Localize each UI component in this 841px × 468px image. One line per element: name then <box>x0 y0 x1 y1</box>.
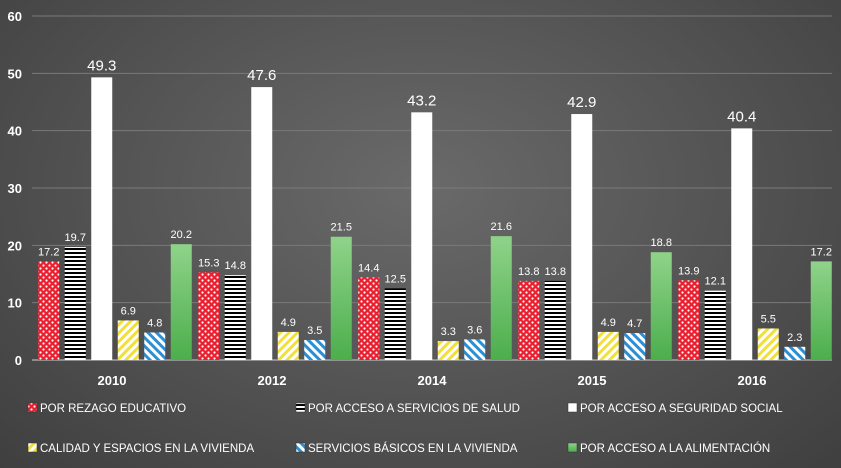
data-label: 20.2 <box>171 229 192 241</box>
x-tick-label: 2014 <box>418 373 448 388</box>
y-tick-label: 50 <box>8 66 22 81</box>
legend-label: POR ACCESO A LA ALIMENTACIÓN <box>580 442 770 455</box>
y-tick-label: 10 <box>8 296 22 311</box>
legend-swatch <box>27 402 38 413</box>
bar <box>464 339 486 360</box>
y-tick-label: 30 <box>8 181 22 196</box>
data-label: 13.8 <box>545 266 566 278</box>
x-tick-label: 2012 <box>258 373 287 388</box>
bar <box>518 280 540 360</box>
data-label: 49.3 <box>87 57 116 74</box>
bar <box>144 332 166 360</box>
legend-swatch <box>567 442 578 453</box>
bar <box>64 247 86 360</box>
bar <box>198 272 220 360</box>
data-label: 12.1 <box>705 276 726 288</box>
bar <box>490 236 512 360</box>
bar <box>411 112 433 360</box>
bar <box>437 341 459 360</box>
bar <box>650 252 672 360</box>
data-label: 14.8 <box>225 260 246 272</box>
legend-label: POR ACCESO A SERVICIOS DE SALUD <box>308 403 520 415</box>
data-label: 4.9 <box>601 317 616 329</box>
data-label: 43.2 <box>407 92 436 109</box>
data-label: 4.7 <box>627 318 642 330</box>
data-label: 4.9 <box>281 317 296 329</box>
y-tick-label: 0 <box>15 353 22 368</box>
legend-label: POR REZAGO EDUCATIVO <box>40 403 186 415</box>
data-label: 18.8 <box>651 237 672 249</box>
data-label: 12.5 <box>385 273 406 285</box>
data-label: 17.2 <box>811 246 832 258</box>
y-tick-label: 60 <box>8 9 22 24</box>
legend-swatch <box>27 442 38 453</box>
data-label: 19.7 <box>65 232 86 244</box>
data-label: 4.8 <box>147 317 162 329</box>
data-label: 21.6 <box>491 221 512 233</box>
bar <box>277 331 299 360</box>
data-label: 14.4 <box>358 262 379 274</box>
data-label: 13.9 <box>678 265 699 277</box>
y-tick-label: 20 <box>8 238 22 253</box>
data-label: 42.9 <box>567 94 596 111</box>
bar <box>224 275 246 360</box>
bar <box>757 328 779 360</box>
legend-swatch <box>295 442 306 453</box>
data-label: 6.9 <box>121 305 136 317</box>
legend-swatch <box>295 402 306 413</box>
bar <box>597 331 619 360</box>
bar <box>38 261 60 360</box>
bar <box>251 87 273 361</box>
bar <box>731 128 753 360</box>
legend-label: POR ACCESO A SEGURIDAD SOCIAL <box>580 403 783 415</box>
legend-label: SERVICIOS BÁSICOS EN LA VIVIENDA <box>308 442 518 455</box>
bar <box>358 277 380 360</box>
legend-swatch <box>567 402 578 413</box>
data-label: 17.2 <box>38 246 59 258</box>
data-label: 3.3 <box>441 326 456 338</box>
bar <box>170 244 192 360</box>
data-label: 13.8 <box>518 266 539 278</box>
data-label: 21.5 <box>331 222 352 234</box>
bar <box>91 77 113 360</box>
data-label: 15.3 <box>198 257 219 269</box>
bar <box>330 236 352 360</box>
x-tick-label: 2010 <box>98 373 127 388</box>
data-label: 40.4 <box>727 108 756 125</box>
data-label: 3.6 <box>467 324 482 336</box>
data-label: 2.3 <box>787 332 802 344</box>
bar <box>544 280 566 360</box>
data-label: 47.6 <box>247 67 276 84</box>
bar <box>678 280 700 360</box>
legend-label: CALIDAD Y ESPACIOS EN LA VIVIENDA <box>40 443 254 455</box>
data-label: 5.5 <box>761 313 776 325</box>
bar <box>304 339 326 360</box>
bar <box>571 114 593 360</box>
bar <box>784 346 806 360</box>
x-tick-label: 2015 <box>578 373 607 388</box>
bar <box>117 320 139 360</box>
x-tick-label: 2016 <box>738 373 767 388</box>
y-tick-label: 40 <box>8 124 22 139</box>
bar <box>384 288 406 360</box>
bar <box>810 261 832 360</box>
bar <box>704 290 726 360</box>
bar <box>624 333 646 360</box>
data-label: 3.5 <box>307 325 322 337</box>
